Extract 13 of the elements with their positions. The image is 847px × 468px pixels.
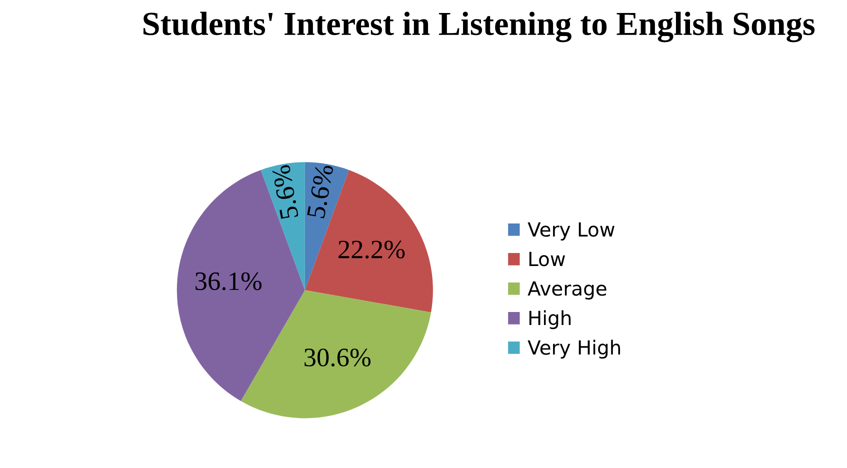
data-label: 22.2%	[338, 240, 405, 259]
pie-slice	[240, 290, 432, 418]
data-label: 30.6%	[304, 348, 371, 367]
data-label: 36.1%	[196, 272, 262, 290]
legend-label: Very Low	[528, 222, 614, 241]
chart-title: Students' Interest in Listening to English Songs	[144, 12, 815, 42]
data-label: 5.6%	[272, 164, 299, 220]
pie-slice	[260, 162, 305, 290]
legend-label: Low	[529, 252, 566, 266]
legend-label: High	[529, 310, 571, 330]
data-label: 5.6%	[306, 164, 334, 219]
legend-label: Average	[528, 281, 606, 300]
legend-label: Very High	[528, 340, 620, 359]
